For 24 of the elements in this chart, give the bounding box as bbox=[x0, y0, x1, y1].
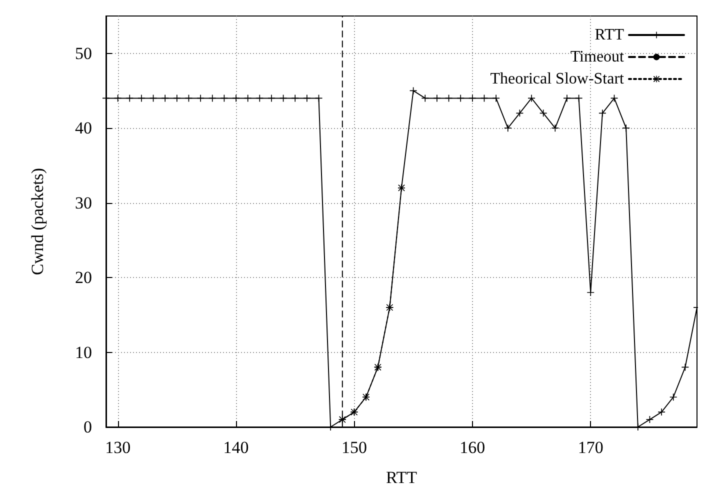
x-tick-label: 140 bbox=[223, 438, 249, 457]
x-tick-label: 170 bbox=[578, 438, 604, 457]
y-tick-label: 50 bbox=[75, 44, 92, 63]
point bbox=[552, 124, 559, 132]
point bbox=[670, 394, 677, 401]
x-tick-label: 160 bbox=[460, 438, 486, 457]
x-tick-label: 130 bbox=[105, 438, 131, 457]
point bbox=[540, 110, 547, 117]
legend-label: Timeout bbox=[570, 48, 625, 66]
point bbox=[622, 124, 630, 132]
y-tick-label: 10 bbox=[75, 342, 92, 362]
y-tick-label: 20 bbox=[75, 268, 92, 288]
y-axis-title: Cwnd (packets) bbox=[28, 168, 47, 276]
x-tick-label: 150 bbox=[341, 438, 367, 457]
y-tick-label: 40 bbox=[75, 118, 92, 138]
legend-label: RTT bbox=[594, 26, 624, 44]
y-tick-label: 0 bbox=[84, 418, 92, 436]
legend-label: Theorical Slow-Start bbox=[490, 70, 625, 88]
x-axis-title: RTT bbox=[386, 468, 418, 487]
point bbox=[587, 288, 594, 296]
point bbox=[598, 110, 606, 117]
point bbox=[504, 124, 512, 132]
point bbox=[658, 408, 666, 416]
y-tick-label: 30 bbox=[75, 193, 92, 212]
